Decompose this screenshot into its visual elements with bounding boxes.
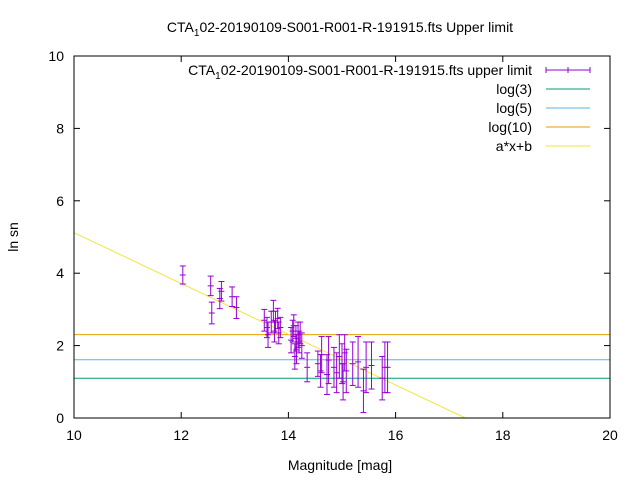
data-point [363, 341, 370, 394]
y-tick-label: 8 [56, 120, 64, 136]
data-point [333, 352, 340, 394]
data-point [296, 330, 303, 354]
legend: CTA102-20190109-S001-R001-R-191915.fts u… [188, 62, 591, 154]
y-axis-ticks: 0 2 4 6 8 10 [48, 48, 610, 426]
data-point [318, 336, 325, 374]
data-point [233, 296, 240, 319]
legend-label: log(10) [488, 119, 532, 135]
legend-label: a*x+b [496, 138, 532, 154]
data-point [343, 348, 350, 394]
data-point [218, 281, 225, 302]
y-axis-label: ln sn [5, 222, 21, 252]
y-tick-label: 6 [56, 193, 64, 209]
data-point [325, 336, 332, 385]
x-axis-ticks: 10 12 14 16 18 20 [66, 56, 618, 443]
legend-label: log(3) [496, 81, 532, 97]
fit-line [74, 232, 466, 418]
data-point [368, 341, 375, 390]
y-tick-label: 2 [56, 338, 64, 354]
x-tick-label: 10 [66, 427, 82, 443]
x-tick-label: 18 [495, 427, 511, 443]
x-tick-label: 20 [602, 427, 618, 443]
plot-frame [73, 55, 611, 419]
plot-area [74, 232, 610, 418]
y-tick-label: 4 [56, 265, 64, 281]
x-tick-label: 16 [388, 427, 404, 443]
data-point [208, 301, 215, 325]
y-tick-label: 10 [48, 48, 64, 64]
data-point [274, 307, 281, 330]
chart-title: CTA102-20190109-S001-R001-R-191915.fts U… [167, 19, 513, 39]
data-point [277, 316, 284, 339]
data-point [289, 319, 296, 343]
data-point [384, 341, 391, 394]
data-point [179, 265, 186, 285]
x-tick-label: 12 [173, 427, 189, 443]
legend-swatch [545, 67, 591, 73]
data-point [360, 368, 367, 414]
data-point [355, 336, 362, 388]
legend-label: log(5) [496, 100, 532, 116]
legend-label: CTA102-20190109-S001-R001-R-191915.fts u… [188, 62, 532, 82]
x-tick-label: 14 [281, 427, 297, 443]
data-point [314, 350, 321, 377]
data-point [304, 352, 311, 383]
data-point [298, 332, 305, 359]
data-point [292, 325, 299, 352]
data-point [349, 341, 356, 386]
data-point [336, 334, 343, 379]
data-point [340, 363, 347, 401]
data-point [207, 275, 214, 297]
y-tick-label: 0 [56, 410, 64, 426]
x-axis-label: Magnitude [mag] [288, 457, 392, 473]
data-point [271, 319, 278, 343]
series-layer [74, 232, 610, 418]
data-point [330, 346, 337, 388]
